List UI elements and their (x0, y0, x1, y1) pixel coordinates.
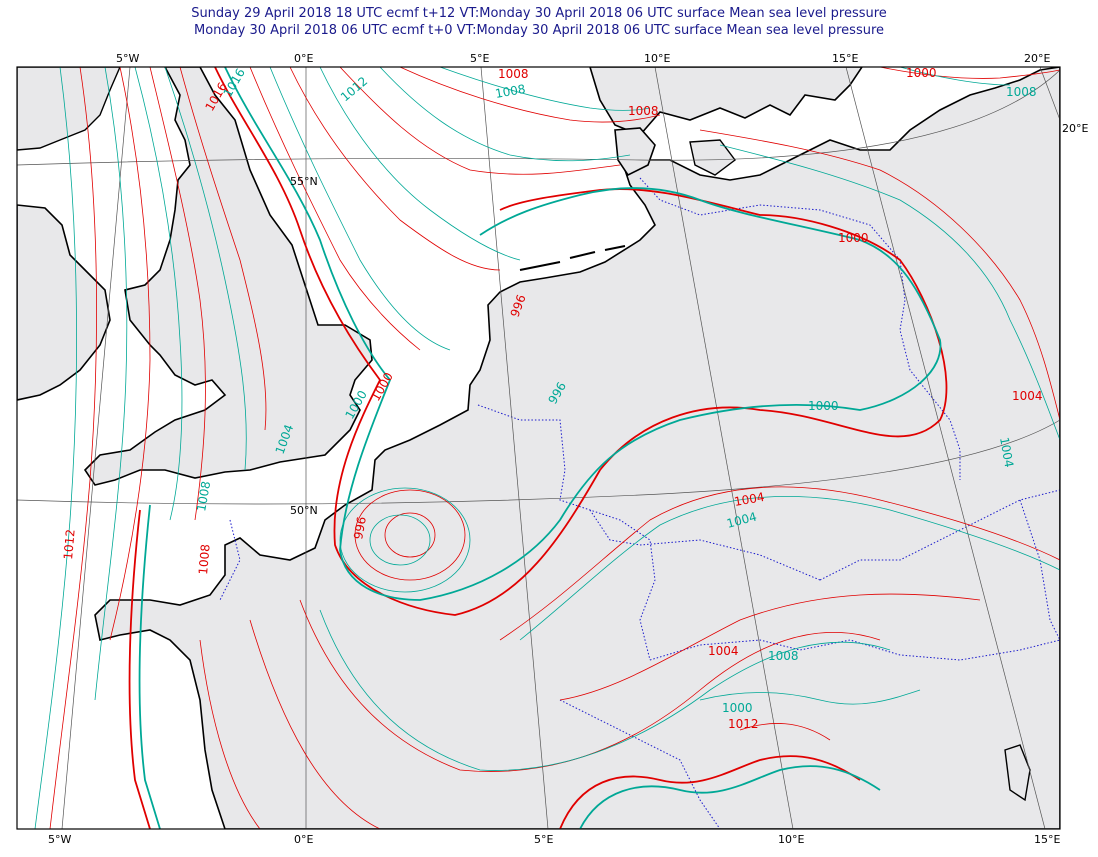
land-scotland-isles (17, 67, 121, 151)
title-forecast: Sunday 29 April 2018 18 UTC ecmf t+12 VT… (191, 6, 887, 21)
axis-labels: 5°W 0°E 5°E 10°E 15°E 20°E 5°W 0°E 5°E 1… (48, 52, 1088, 846)
title-analysis: Monday 30 April 2018 06 UTC ecmf t+0 VT:… (193, 23, 885, 38)
label-teal-1008-west: 1008 (194, 480, 213, 513)
label-red-1012-med: 1012 (728, 717, 759, 731)
label-red-1008-top: 1008 (498, 67, 529, 81)
label-red-1008-west: 1008 (196, 544, 213, 576)
bottom-label-5e: 5°E (534, 833, 553, 846)
lat-label-50n: 50°N (290, 504, 318, 517)
land-corsica (1004, 744, 1031, 802)
label-teal-1000-south: 1000 (808, 399, 839, 413)
lat-label-55n: 55°N (290, 175, 318, 188)
top-label-20e: 20°E (1024, 52, 1050, 65)
top-label-5e: 5°E (470, 52, 489, 65)
label-red-1000-north: 1000 (838, 231, 869, 245)
forecast-isobar-992 (354, 489, 466, 581)
bottom-label-15e: 15°E (1034, 833, 1060, 846)
label-teal-1008-ne: 1008 (1006, 85, 1037, 99)
map-frame (16, 66, 1061, 830)
label-red-996-low: 996 (351, 516, 369, 541)
label-teal-1004-east: 1004 (997, 436, 1016, 469)
analysis-isobar-992 (339, 487, 471, 593)
label-red-1012: 1012 (61, 529, 78, 561)
top-label-5w: 5°W (116, 52, 139, 65)
label-teal-1008-med: 1000 (722, 701, 753, 715)
analysis-isobar-1000 (224, 67, 942, 601)
right-label-20e: 20°E (1062, 122, 1088, 135)
label-red-1008-denmark: 1008 (628, 104, 659, 118)
land-ireland (17, 204, 111, 401)
land-continent (94, 67, 1060, 829)
forecast-contours (49, 67, 1060, 829)
bottom-label-5w: 5°W (48, 833, 71, 846)
forecast-isobar-1000 (214, 67, 948, 616)
analysis-contours (34, 67, 1060, 829)
bottom-label-0e: 0°E (294, 833, 313, 846)
bottom-label-10e: 10°E (778, 833, 804, 846)
top-label-15e: 15°E (832, 52, 858, 65)
land-frisian-islands (519, 245, 626, 271)
label-teal-1008-alps: 1008 (768, 649, 799, 663)
label-red-1004: 1004 (733, 490, 766, 509)
label-teal-1008-top: 1008 (494, 82, 527, 101)
analysis-isobar-low-center (369, 514, 431, 566)
label-red-1004-east: 1004 (1012, 389, 1043, 403)
label-red-1008-ne: 1000 (906, 66, 937, 80)
label-red-1004-alps: 1004 (708, 644, 739, 658)
land-zealand (689, 139, 736, 176)
forecast-isobar-low-center (384, 512, 436, 558)
top-label-10e: 10°E (644, 52, 670, 65)
top-label-0e: 0°E (294, 52, 313, 65)
